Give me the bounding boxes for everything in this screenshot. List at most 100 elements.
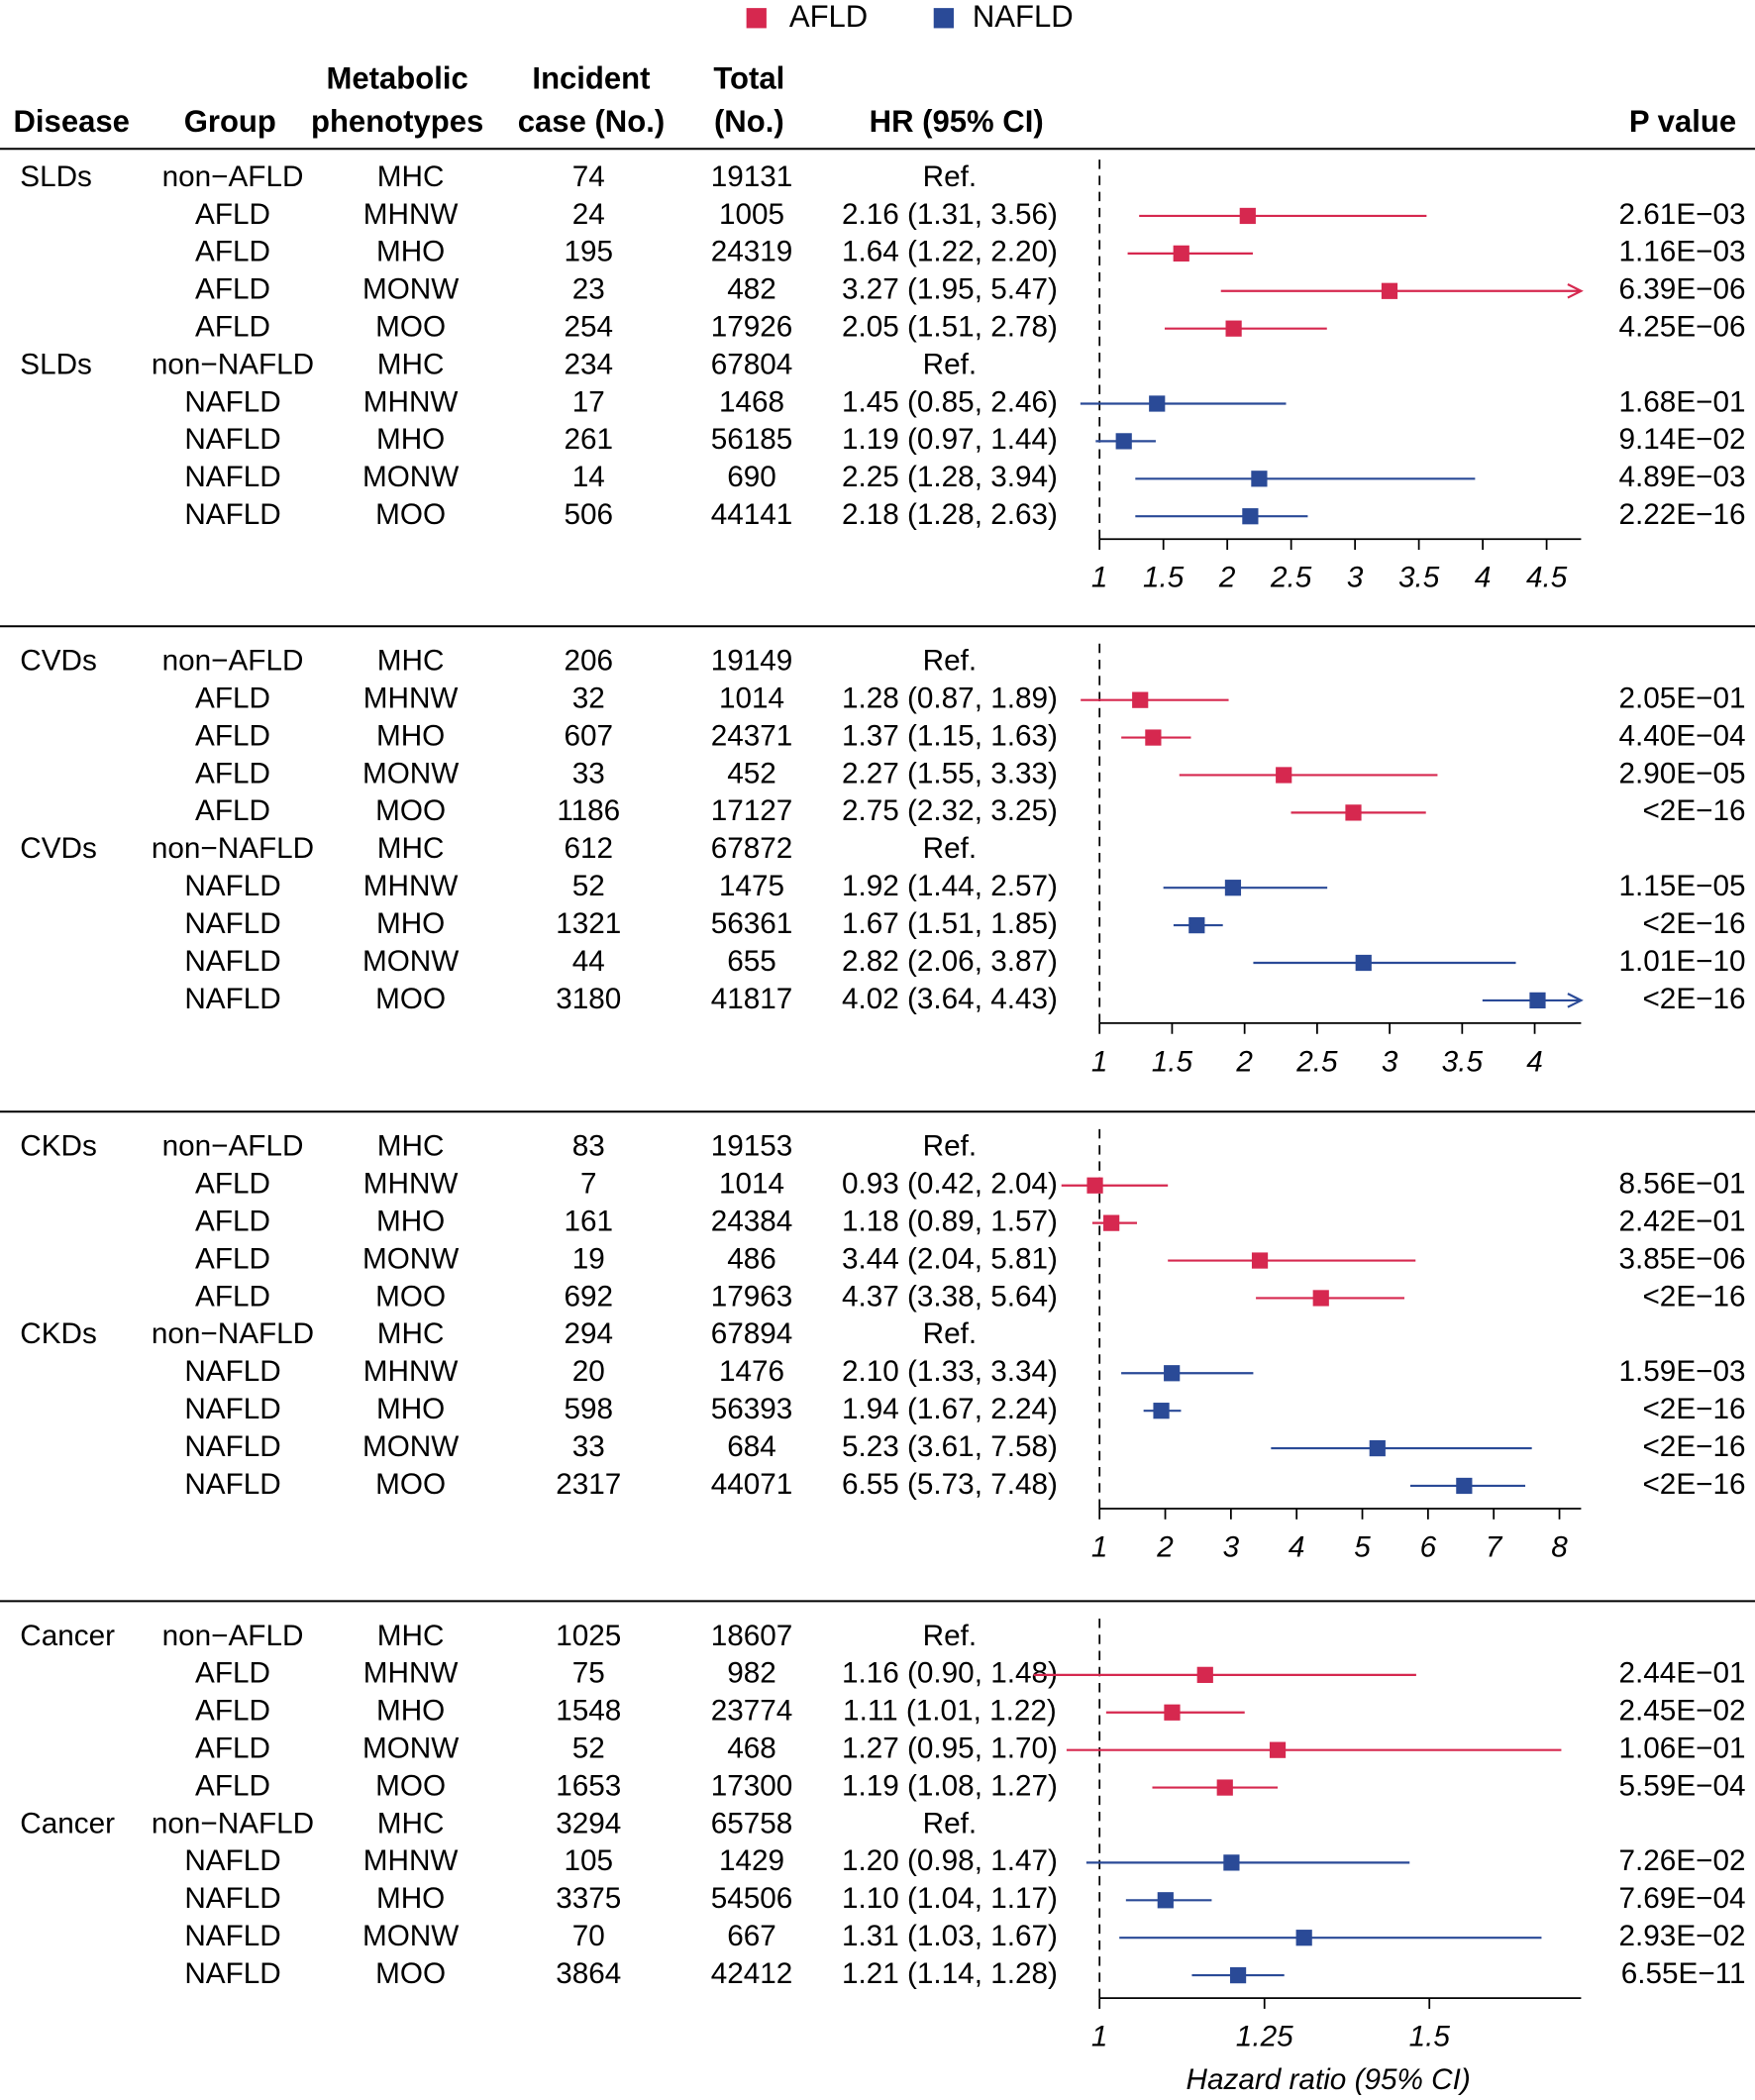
cell-group: AFLD bbox=[195, 682, 270, 715]
cell-total: 44071 bbox=[711, 1468, 793, 1501]
cell-group: AFLD bbox=[195, 273, 270, 306]
cell-phenotype: MHC bbox=[377, 1130, 445, 1163]
cell-group: NAFLD bbox=[184, 423, 280, 456]
cell-hr-label: 3.44 (2.04, 5.81) bbox=[842, 1242, 1058, 1275]
cell-p: <2E−16 bbox=[1642, 1468, 1745, 1501]
hr-point bbox=[1456, 1477, 1473, 1495]
column-header: HR (95% CI) bbox=[870, 104, 1044, 139]
cell-hr-label: 2.16 (1.31, 3.56) bbox=[842, 198, 1058, 231]
cell-hr-label: 4.37 (3.38, 5.64) bbox=[842, 1280, 1058, 1312]
x-tick-label: 3 bbox=[1223, 1530, 1240, 1563]
cell-hr-label: 1.11 (1.01, 1.22) bbox=[843, 1695, 1057, 1728]
cell-hr-label: 1.37 (1.15, 1.63) bbox=[842, 719, 1058, 752]
hr-point bbox=[1115, 433, 1132, 450]
legend-label: NAFLD bbox=[973, 0, 1074, 34]
cell-total: 655 bbox=[727, 945, 776, 978]
cell-total: 468 bbox=[727, 1732, 776, 1765]
cell-p: 1.16E−03 bbox=[1619, 236, 1746, 268]
hr-point bbox=[1312, 1290, 1329, 1307]
cell-p: <2E−16 bbox=[1642, 1430, 1745, 1463]
hr-point bbox=[1164, 1704, 1181, 1721]
cell-p: 2.05E−01 bbox=[1619, 682, 1746, 715]
cell-incident: 692 bbox=[564, 1280, 613, 1312]
cell-phenotype: MHC bbox=[377, 1317, 445, 1350]
hr-point bbox=[1529, 992, 1546, 1009]
cell-group: AFLD bbox=[195, 794, 270, 827]
cell-total: 17300 bbox=[711, 1769, 793, 1802]
cell-phenotype: MHNW bbox=[363, 1168, 459, 1201]
cell-phenotype: MONW bbox=[362, 1920, 459, 1952]
cell-p: 1.68E−01 bbox=[1619, 385, 1746, 418]
hr-point bbox=[1149, 395, 1166, 412]
cell-phenotype: MHNW bbox=[363, 682, 459, 715]
cell-group: AFLD bbox=[195, 1695, 270, 1728]
x-axis-title: Hazard ratio (95% CI) bbox=[1187, 2063, 1471, 2096]
cell-total: 1014 bbox=[719, 1168, 784, 1201]
cell-incident: 14 bbox=[572, 461, 605, 493]
cell-group: NAFLD bbox=[184, 1844, 280, 1877]
hr-point bbox=[1103, 1214, 1120, 1231]
cell-incident: 161 bbox=[564, 1205, 613, 1237]
cell-hr-label: 1.16 (0.90, 1.48) bbox=[842, 1657, 1058, 1690]
cell-total: 24319 bbox=[711, 236, 793, 268]
cell-p: 3.85E−06 bbox=[1619, 1242, 1746, 1275]
cell-total: 1014 bbox=[719, 682, 784, 715]
cell-hr-label: 1.28 (0.87, 1.89) bbox=[842, 682, 1058, 715]
hr-point bbox=[1157, 1892, 1174, 1909]
cell-phenotype: MHNW bbox=[363, 1355, 459, 1388]
cell-incident: 32 bbox=[572, 682, 605, 715]
column-header: Metabolic bbox=[327, 60, 468, 95]
cell-total: 65758 bbox=[711, 1807, 793, 1839]
cell-group: NAFLD bbox=[184, 983, 280, 1015]
cell-hr-label: 1.92 (1.44, 2.57) bbox=[842, 870, 1058, 902]
x-tick-label: 3 bbox=[1347, 562, 1364, 594]
cell-phenotype: MHNW bbox=[363, 870, 459, 902]
x-tick-label: 3 bbox=[1382, 1045, 1398, 1078]
cell-p: 7.69E−04 bbox=[1619, 1882, 1746, 1915]
cell-incident: 612 bbox=[564, 832, 613, 865]
cell-hr-label: Ref. bbox=[923, 645, 977, 678]
cell-total: 67804 bbox=[711, 348, 793, 380]
cell-hr-label: 1.31 (1.03, 1.67) bbox=[842, 1920, 1058, 1952]
cell-group: non−NAFLD bbox=[152, 832, 314, 865]
cell-hr-label: 2.05 (1.51, 2.78) bbox=[842, 311, 1058, 344]
cell-phenotype: MHC bbox=[377, 1620, 445, 1652]
x-tick-label: 8 bbox=[1551, 1530, 1568, 1563]
cell-phenotype: MHC bbox=[377, 832, 445, 865]
column-header: case (No.) bbox=[518, 104, 665, 139]
cell-incident: 3864 bbox=[556, 1957, 621, 1990]
hr-point bbox=[1173, 245, 1189, 262]
cell-phenotype: MHO bbox=[376, 1882, 445, 1915]
cell-total: 17127 bbox=[711, 794, 793, 827]
cell-group: non−NAFLD bbox=[152, 348, 314, 380]
cell-hr-label: 4.02 (3.64, 4.43) bbox=[842, 983, 1058, 1015]
cell-incident: 254 bbox=[564, 311, 613, 344]
cell-phenotype: MONW bbox=[362, 1732, 459, 1765]
hr-point bbox=[1223, 1854, 1240, 1871]
x-tick-label: 4 bbox=[1289, 1530, 1305, 1563]
x-tick-label: 2.5 bbox=[1295, 1045, 1338, 1078]
cell-group: NAFLD bbox=[184, 945, 280, 978]
hr-point bbox=[1295, 1930, 1312, 1946]
cell-total: 67872 bbox=[711, 832, 793, 865]
cell-hr-label: 1.94 (1.67, 2.24) bbox=[842, 1393, 1058, 1425]
hr-point bbox=[1196, 1666, 1213, 1683]
hr-point bbox=[1145, 729, 1162, 746]
cell-phenotype: MHNW bbox=[363, 385, 459, 418]
column-header: Disease bbox=[14, 104, 130, 139]
x-tick-label: 1.25 bbox=[1236, 2021, 1293, 2053]
cell-total: 1429 bbox=[719, 1844, 784, 1877]
x-tick-label: 1.5 bbox=[1143, 562, 1185, 594]
cell-group: NAFLD bbox=[184, 870, 280, 902]
cell-hr-label: 0.93 (0.42, 2.04) bbox=[842, 1168, 1058, 1201]
x-tick-label: 4 bbox=[1475, 562, 1492, 594]
cell-hr-label: 1.19 (0.97, 1.44) bbox=[842, 423, 1058, 456]
hr-point bbox=[1251, 471, 1268, 487]
cell-group: non−NAFLD bbox=[152, 1317, 314, 1350]
cell-phenotype: MHO bbox=[376, 907, 445, 940]
truncation-arrow bbox=[1567, 283, 1584, 299]
cell-phenotype: MHNW bbox=[363, 1844, 459, 1877]
cell-hr-label: Ref. bbox=[923, 160, 977, 193]
cell-total: 684 bbox=[727, 1430, 776, 1463]
